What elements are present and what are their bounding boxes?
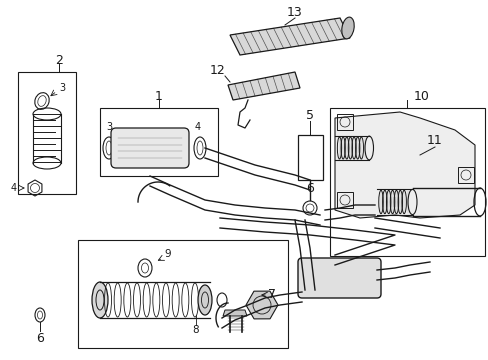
Text: 1: 1 bbox=[155, 90, 163, 103]
Bar bbox=[457, 167, 473, 183]
Bar bbox=[329, 108, 484, 256]
Polygon shape bbox=[223, 310, 246, 316]
Text: 4: 4 bbox=[11, 183, 17, 193]
Text: 3: 3 bbox=[59, 83, 65, 93]
Text: 6: 6 bbox=[36, 332, 44, 345]
Polygon shape bbox=[229, 18, 349, 55]
Bar bbox=[336, 192, 352, 208]
Ellipse shape bbox=[341, 17, 353, 39]
Polygon shape bbox=[227, 72, 299, 100]
Text: 9: 9 bbox=[164, 249, 171, 259]
Text: 7: 7 bbox=[267, 288, 275, 302]
Text: 2: 2 bbox=[55, 54, 63, 67]
Text: 12: 12 bbox=[210, 63, 225, 77]
Text: 5: 5 bbox=[305, 108, 313, 122]
Ellipse shape bbox=[92, 282, 108, 318]
Text: 8: 8 bbox=[192, 325, 199, 335]
FancyBboxPatch shape bbox=[111, 128, 189, 168]
Text: 6: 6 bbox=[305, 181, 313, 194]
Bar bbox=[100, 108, 218, 176]
Bar bbox=[78, 240, 287, 348]
Text: 4: 4 bbox=[195, 122, 201, 132]
FancyBboxPatch shape bbox=[297, 258, 380, 298]
Text: 3: 3 bbox=[106, 122, 112, 132]
Bar bbox=[297, 135, 323, 180]
Ellipse shape bbox=[198, 285, 212, 315]
Bar bbox=[18, 72, 76, 194]
Polygon shape bbox=[334, 112, 474, 218]
Text: 11: 11 bbox=[426, 134, 442, 147]
Text: 13: 13 bbox=[286, 5, 302, 18]
Bar bbox=[336, 114, 352, 130]
Text: 10: 10 bbox=[413, 90, 429, 103]
